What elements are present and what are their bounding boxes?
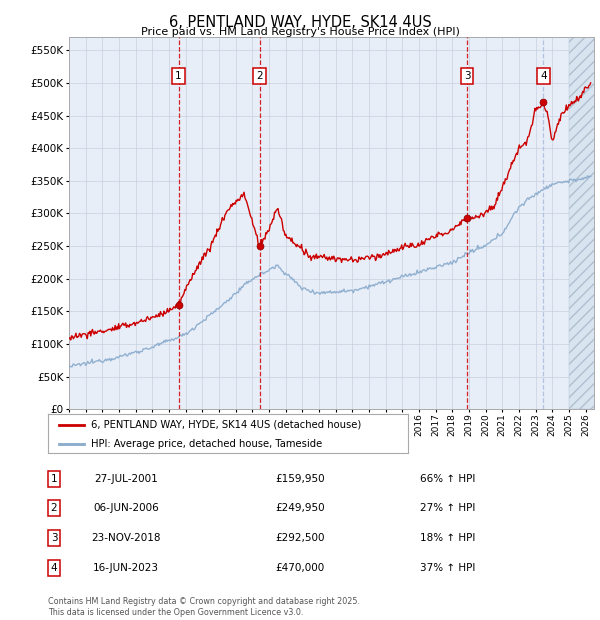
Text: Contains HM Land Registry data © Crown copyright and database right 2025.
This d: Contains HM Land Registry data © Crown c…: [48, 598, 360, 617]
Text: 66% ↑ HPI: 66% ↑ HPI: [420, 474, 475, 484]
Text: 3: 3: [464, 71, 470, 81]
Text: 06-JUN-2006: 06-JUN-2006: [93, 503, 159, 513]
Text: 16-JUN-2023: 16-JUN-2023: [93, 563, 159, 573]
Text: 4: 4: [540, 71, 547, 81]
Text: £292,500: £292,500: [275, 533, 325, 543]
Text: 4: 4: [50, 563, 58, 573]
Text: Price paid vs. HM Land Registry's House Price Index (HPI): Price paid vs. HM Land Registry's House …: [140, 27, 460, 37]
Text: 18% ↑ HPI: 18% ↑ HPI: [420, 533, 475, 543]
Text: 6, PENTLAND WAY, HYDE, SK14 4US: 6, PENTLAND WAY, HYDE, SK14 4US: [169, 15, 431, 30]
Text: 6, PENTLAND WAY, HYDE, SK14 4US (detached house): 6, PENTLAND WAY, HYDE, SK14 4US (detache…: [91, 420, 361, 430]
Text: 27-JUL-2001: 27-JUL-2001: [94, 474, 158, 484]
Text: 23-NOV-2018: 23-NOV-2018: [91, 533, 161, 543]
Text: £470,000: £470,000: [275, 563, 325, 573]
Text: 1: 1: [175, 71, 182, 81]
Text: 2: 2: [50, 503, 58, 513]
Text: 2: 2: [256, 71, 263, 81]
Text: 1: 1: [50, 474, 58, 484]
Bar: [569, 37, 600, 409]
Text: £249,950: £249,950: [275, 503, 325, 513]
Text: 3: 3: [50, 533, 58, 543]
Text: 27% ↑ HPI: 27% ↑ HPI: [420, 503, 475, 513]
Text: 37% ↑ HPI: 37% ↑ HPI: [420, 563, 475, 573]
Text: £159,950: £159,950: [275, 474, 325, 484]
Text: HPI: Average price, detached house, Tameside: HPI: Average price, detached house, Tame…: [91, 439, 322, 449]
